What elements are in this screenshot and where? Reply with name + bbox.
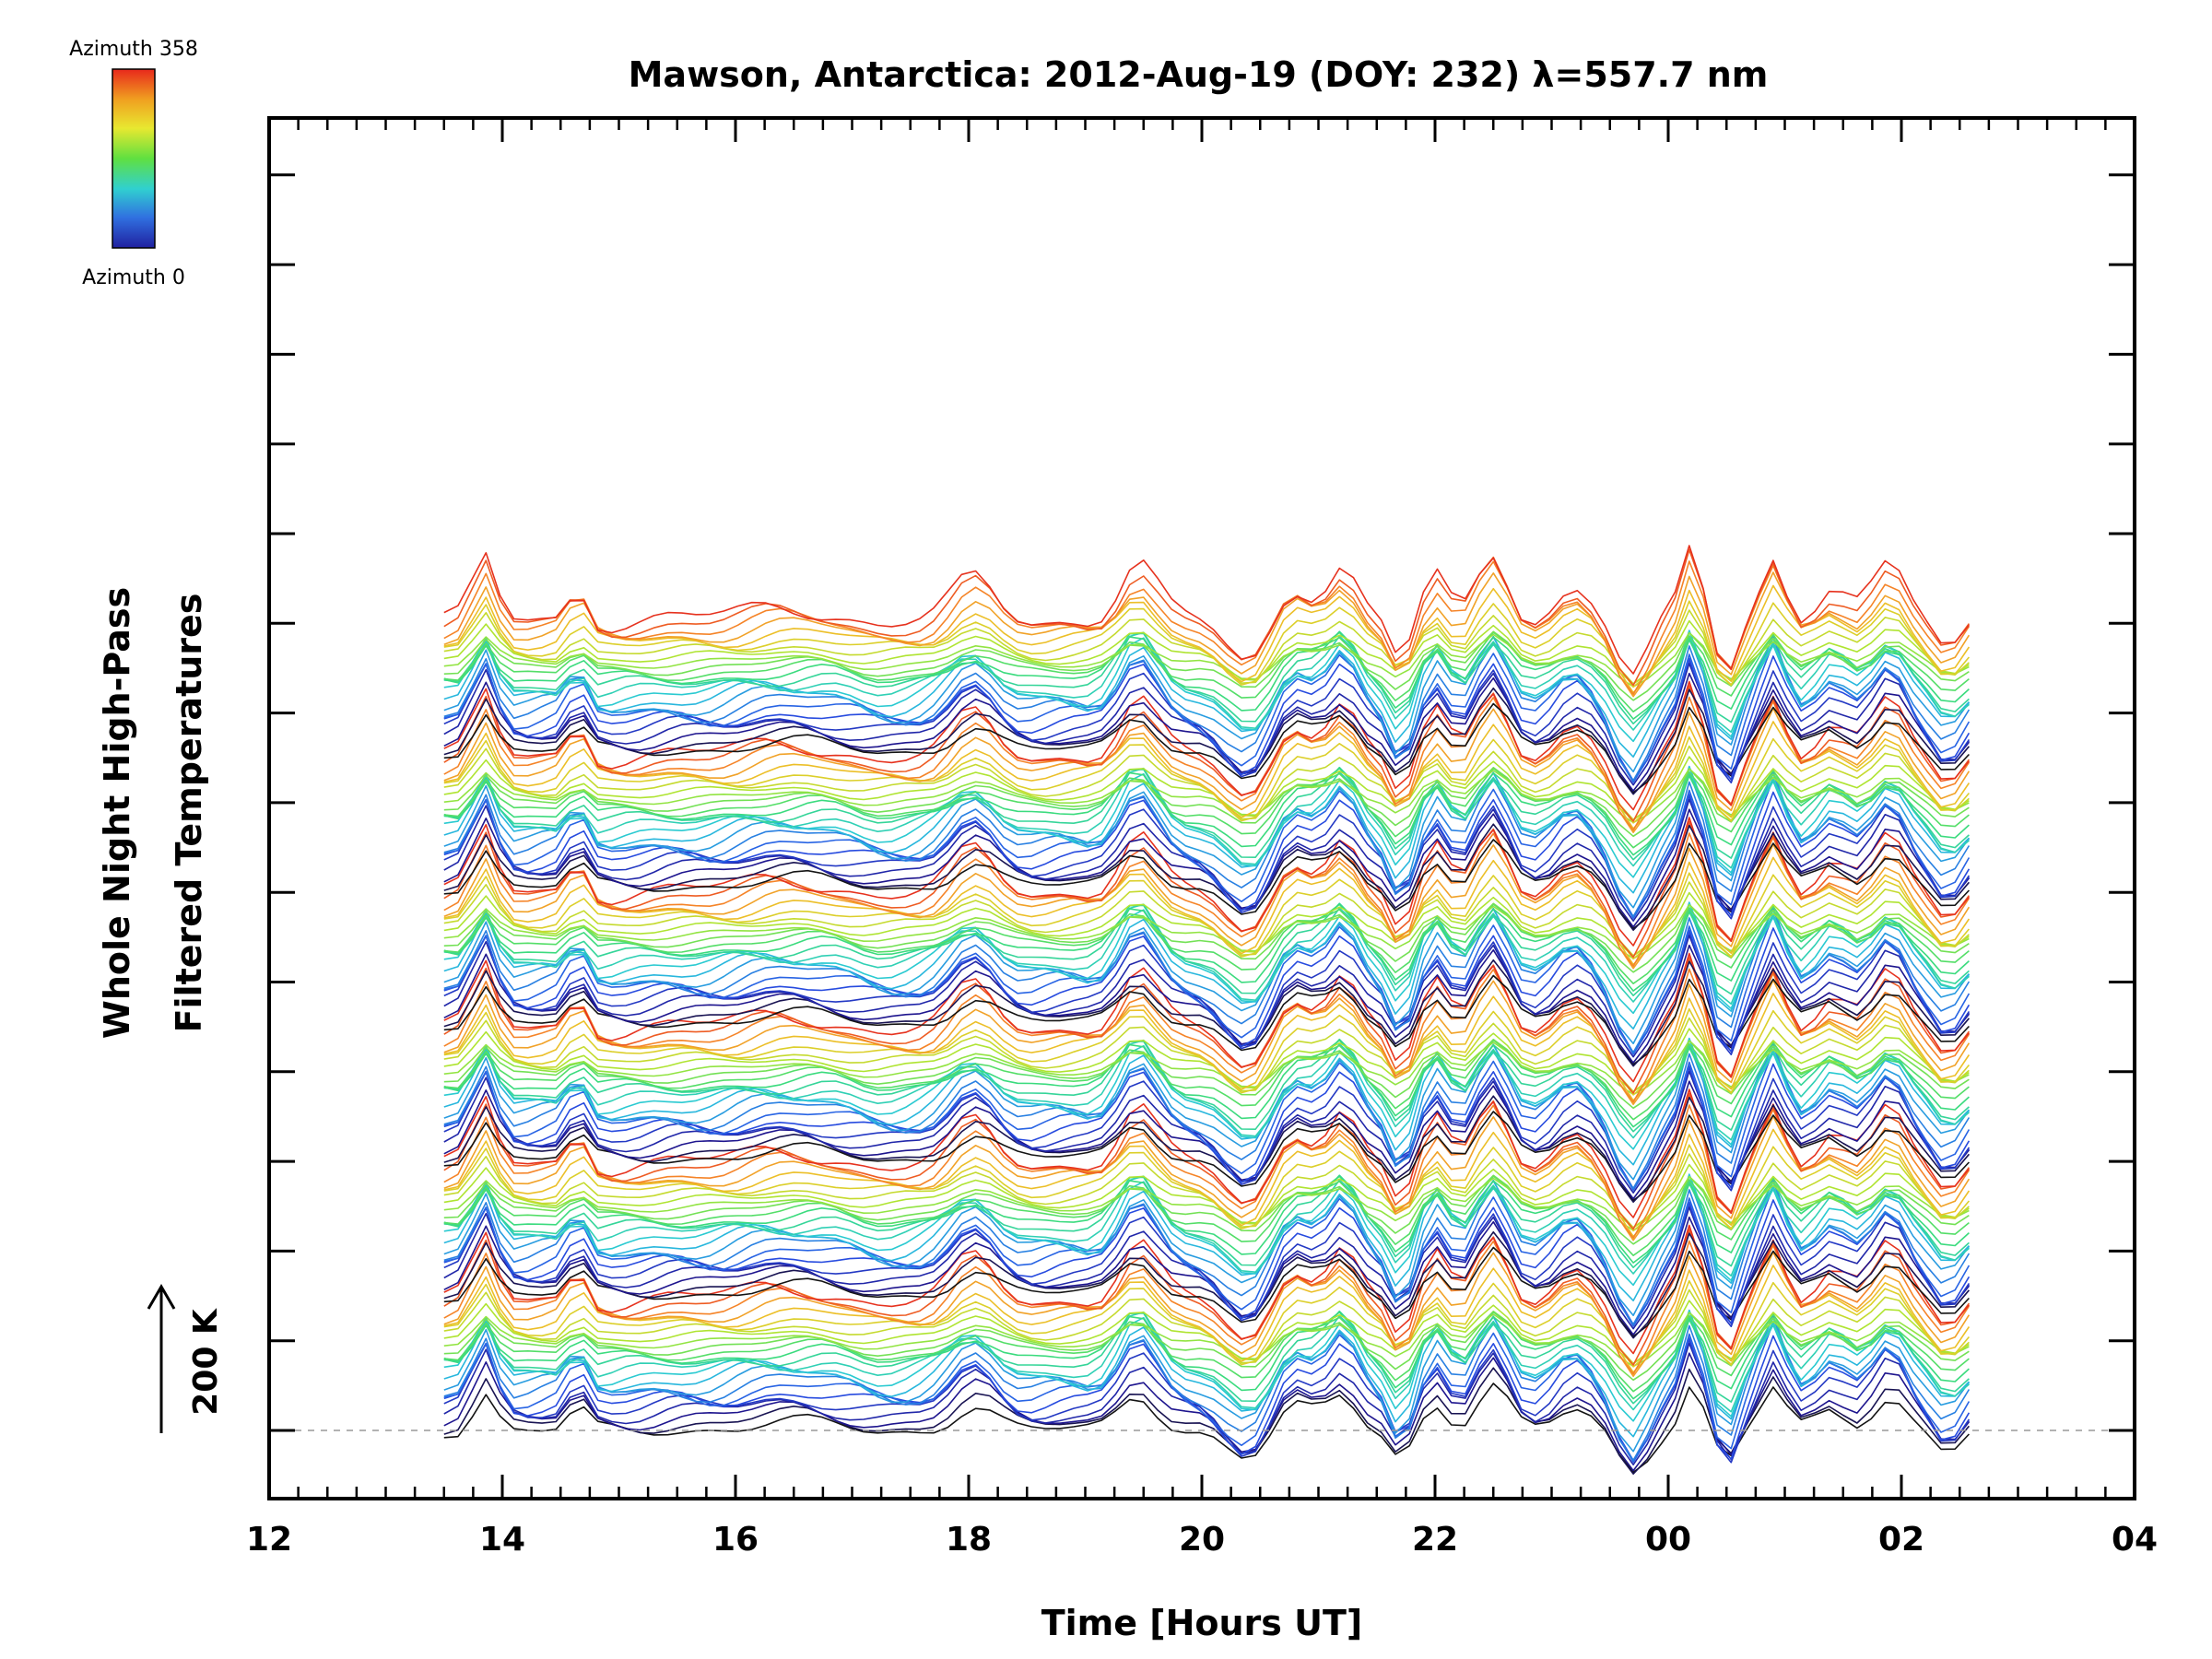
azimuth-trace — [443, 907, 1971, 1053]
azimuth-trace — [443, 635, 1971, 773]
azimuth-trace — [443, 767, 1970, 856]
x-tick-label: 12 — [246, 1521, 292, 1559]
azimuth-trace — [443, 1038, 1970, 1133]
azimuth-trace — [443, 993, 1971, 1101]
azimuth-trace — [443, 903, 1970, 984]
azimuth-trace — [443, 1310, 1970, 1405]
azimuth-trace — [443, 771, 1971, 909]
azimuth-trace — [443, 631, 1970, 720]
azimuth-trace — [443, 902, 1970, 996]
x-tick-label: 04 — [2112, 1521, 2158, 1559]
azimuth-trace — [443, 1265, 1971, 1373]
azimuth-trace — [443, 1312, 1970, 1400]
azimuth-trace — [443, 1338, 1971, 1464]
azimuth-trace — [443, 1043, 1971, 1181]
azimuth-trace — [443, 843, 1971, 970]
azimuth-trace — [443, 631, 1970, 734]
colorbar-bottom-label: Azimuth 0 — [82, 266, 185, 289]
azimuth-trace — [443, 1174, 1970, 1245]
azimuth-trace — [443, 1251, 1971, 1377]
x-tick-label: 02 — [1878, 1521, 1924, 1559]
azimuth-trace — [443, 1311, 1970, 1382]
azimuth-trace — [443, 548, 1971, 687]
scale-bar-arrowhead — [147, 1284, 176, 1310]
azimuth-trace — [443, 1175, 1970, 1256]
x-tick-label: 16 — [712, 1521, 759, 1559]
azimuth-trace — [443, 1311, 1970, 1413]
azimuth-trace — [443, 767, 1970, 849]
x-tick-label: 20 — [1179, 1521, 1225, 1559]
azimuth-trace — [443, 1039, 1970, 1121]
azimuth-trace — [443, 1311, 1970, 1393]
azimuth-trace — [443, 1040, 1970, 1128]
azimuth-trace — [443, 721, 1971, 830]
azimuth-trace — [443, 771, 1971, 918]
azimuth-trace — [443, 545, 1971, 675]
azimuth-trace — [443, 1111, 1970, 1202]
x-tick-label: 14 — [479, 1521, 525, 1559]
azimuth-trace — [443, 903, 1970, 1005]
azimuth-trace — [443, 1039, 1970, 1110]
x-tick-label: 00 — [1645, 1521, 1691, 1559]
azimuth-trace — [443, 630, 1970, 701]
azimuth-trace — [443, 1175, 1970, 1277]
traces — [443, 545, 1971, 1475]
plot-frame — [267, 116, 2136, 1500]
colorbar — [112, 68, 156, 249]
azimuth-trace — [443, 702, 1970, 794]
azimuth-trace — [443, 1128, 1971, 1238]
azimuth-trace — [443, 1039, 1970, 1141]
azimuth-trace — [443, 766, 1970, 838]
azimuth-trace — [443, 707, 1971, 834]
azimuth-trace — [443, 571, 1971, 698]
azimuth-trace — [443, 979, 1971, 1105]
azimuth-trace — [443, 903, 1970, 992]
azimuth-trace — [443, 1174, 1970, 1268]
azimuth-trace — [443, 1246, 1970, 1337]
colorbar-top-label: Azimuth 358 — [69, 38, 198, 61]
azimuth-trace — [443, 856, 1971, 966]
azimuth-trace — [443, 839, 1970, 930]
azimuth-trace — [443, 635, 1971, 782]
y-axis-label-line2: Filtered Temperatures — [169, 594, 209, 1033]
scale-bar-label: 200 K — [187, 1308, 225, 1416]
azimuth-trace — [443, 630, 1970, 725]
azimuth-trace — [443, 907, 1971, 1044]
azimuth-trace — [443, 1315, 1971, 1453]
azimuth-trace — [443, 1175, 1970, 1264]
azimuth-trace — [443, 766, 1970, 861]
x-axis-label: Time [Hours UT] — [1041, 1603, 1363, 1643]
azimuth-trace — [443, 584, 1971, 694]
azimuth-trace — [443, 902, 1970, 973]
x-tick-label: 22 — [1412, 1521, 1458, 1559]
azimuth-trace — [443, 1043, 1971, 1190]
x-tick-label: 18 — [946, 1521, 992, 1559]
azimuth-trace — [443, 767, 1970, 869]
azimuth-trace — [443, 1315, 1971, 1462]
chart-title: Mawson, Antarctica: 2012-Aug-19 (DOY: 23… — [629, 54, 1769, 95]
scale-bar: 200 K — [147, 1284, 225, 1433]
azimuth-trace — [443, 974, 1970, 1065]
azimuth-trace — [443, 1179, 1971, 1316]
azimuth-trace — [443, 1115, 1971, 1241]
azimuth-trace — [443, 1179, 1971, 1325]
azimuth-trace — [443, 631, 1970, 713]
y-axis-label-line1: Whole Night High-Pass — [97, 587, 137, 1039]
